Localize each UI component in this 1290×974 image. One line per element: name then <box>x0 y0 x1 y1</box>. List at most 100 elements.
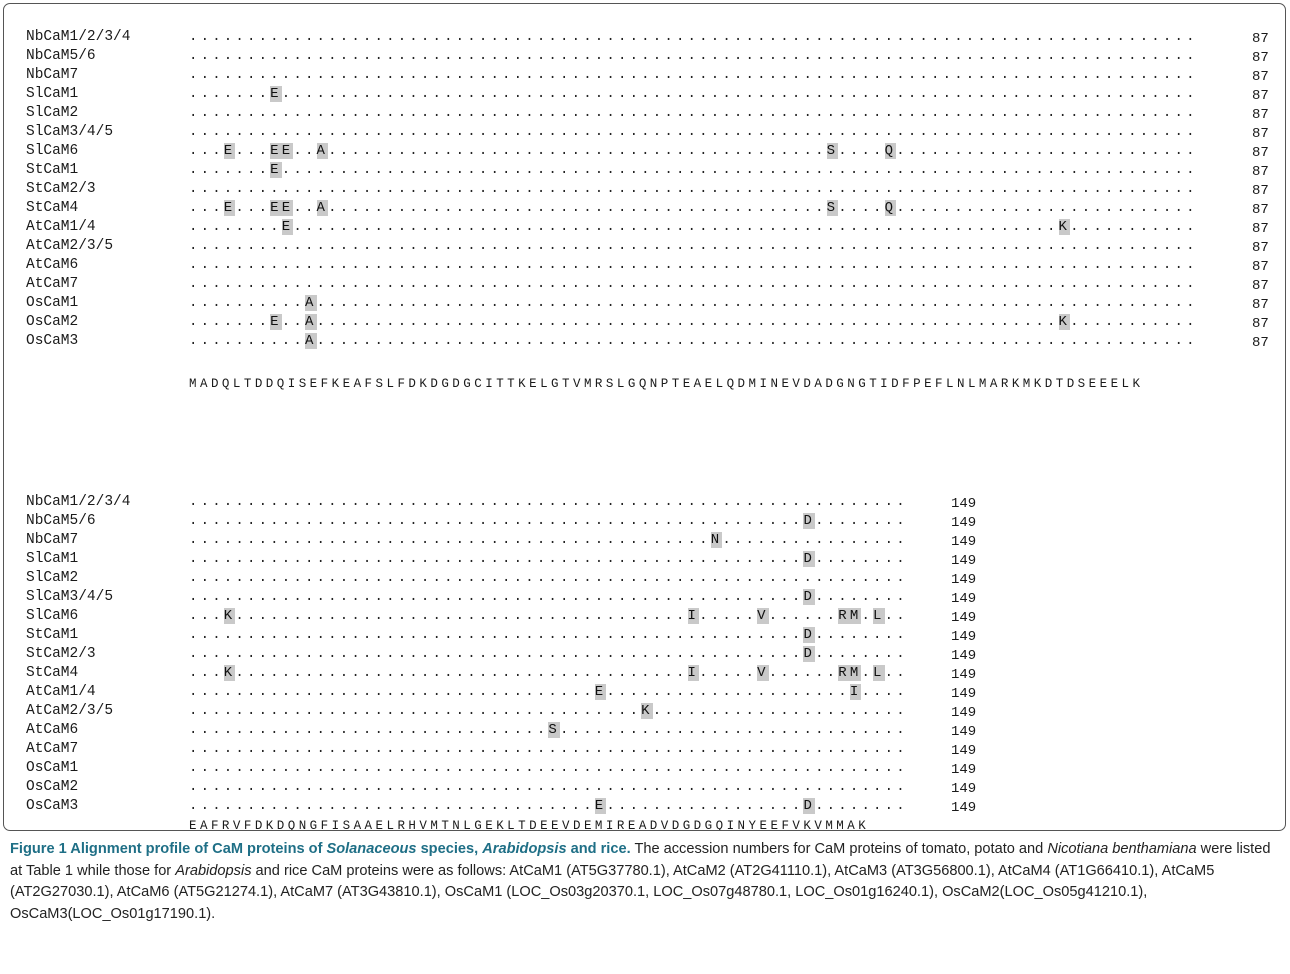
sequence-name: SlCaM3/4/5 <box>26 124 114 140</box>
sequence-name: OsCaM2 <box>26 314 79 330</box>
sequence-name: StCaM1 <box>26 162 79 178</box>
sequence-name: SlCaM2 <box>26 105 79 121</box>
sequence-name: SlCaM6 <box>26 608 79 624</box>
caption-title-text: Alignment profile of CaM proteins of Sol… <box>70 841 630 857</box>
residue-count: 87 <box>1252 69 1269 85</box>
sequence-residues: ........................................… <box>189 513 908 529</box>
residue-substitution: A <box>316 200 329 216</box>
sequence-name: AtCaM7 <box>26 741 79 757</box>
residue-count: 149 <box>951 553 977 569</box>
caption-body: The accession numbers for CaM proteins o… <box>10 841 1270 922</box>
caption-text-part: and rice. <box>566 841 631 857</box>
sequence-residues: ........E...............................… <box>189 219 1198 235</box>
sequence-name: SlCaM2 <box>26 570 79 586</box>
sequence-residues: ........................................… <box>189 105 1198 121</box>
sequence-residues: ........................................… <box>189 589 908 605</box>
residue-count: 149 <box>951 648 977 664</box>
residue-count: 87 <box>1252 240 1269 256</box>
caption-title: Figure 1 Alignment profile of CaM protei… <box>10 841 631 857</box>
sequence-residues: ...E...EE..A............................… <box>189 143 1198 159</box>
residue-count: 87 <box>1252 50 1269 66</box>
sequence-name: AtCaM6 <box>26 257 79 273</box>
residue-substitution: E <box>594 684 607 700</box>
residue-substitution: I <box>687 608 700 624</box>
sequence-residues: ........................................… <box>189 494 908 510</box>
sequence-name: StCaM2/3 <box>26 181 96 197</box>
sequence-name: OsCaM2 <box>26 779 79 795</box>
sequence-residues: ........................................… <box>189 124 1198 140</box>
sequence-residues: ........................................… <box>189 551 908 567</box>
residue-count: 87 <box>1252 107 1269 123</box>
residue-substitution: E <box>281 200 294 216</box>
residue-count: 87 <box>1252 316 1269 332</box>
sequence-name: NbCaM7 <box>26 532 79 548</box>
residue-substitution: S <box>826 200 839 216</box>
sequence-residues: ...................................E....… <box>189 684 908 700</box>
consensus-sequence: MADQLTDDQISEFKEAFSLFDKDGDGCITTKELGTVMRSL… <box>189 377 1144 391</box>
sequence-residues: ........................................… <box>189 276 1198 292</box>
sequence-name: AtCaM7 <box>26 276 79 292</box>
residue-substitution: D <box>803 646 816 662</box>
residue-substitution: I <box>849 684 862 700</box>
sequence-residues: ...............................S........… <box>189 722 908 738</box>
residue-count: 149 <box>951 534 977 550</box>
sequence-name: StCaM4 <box>26 665 79 681</box>
residue-substitution: S <box>826 143 839 159</box>
residue-substitution: M <box>849 665 862 681</box>
residue-count: 149 <box>951 610 977 626</box>
residue-count: 87 <box>1252 202 1269 218</box>
residue-substitution: R <box>838 665 850 681</box>
sequence-residues: .......E................................… <box>189 162 1198 178</box>
residue-count: 87 <box>1252 183 1269 199</box>
sequence-residues: ...E...EE..A............................… <box>189 200 1198 216</box>
sequence-name: OsCaM3 <box>26 798 79 814</box>
residue-substitution: E <box>270 86 282 102</box>
sequence-residues: ........................................… <box>189 779 908 795</box>
residue-count: 87 <box>1252 145 1269 161</box>
caption-text-part: Arabidopsis <box>175 862 252 879</box>
residue-substitution: E <box>270 200 282 216</box>
sequence-name: NbCaM5/6 <box>26 48 96 64</box>
residue-count: 149 <box>951 629 977 645</box>
residue-count: 87 <box>1252 31 1269 47</box>
residue-substitution: K <box>641 703 653 719</box>
caption-text-part: were listed at Table 1 while those for <box>10 841 1271 879</box>
residue-substitution: Q <box>884 200 897 216</box>
residue-count: 87 <box>1252 126 1269 142</box>
residue-substitution: D <box>803 589 816 605</box>
sequence-residues: .......................................K… <box>189 703 908 719</box>
sequence-name: AtCaM2/3/5 <box>26 703 114 719</box>
caption-text-part: species, <box>416 841 483 857</box>
residue-substitution: S <box>548 722 560 738</box>
sequence-name: SlCaM1 <box>26 551 79 567</box>
residue-substitution: M <box>849 608 862 624</box>
consensus-sequence: EAFRVFDKDQNGFISAAELRHVMTNLGEKLTDEEVDEMIR… <box>189 819 870 831</box>
sequence-name: SlCaM3/4/5 <box>26 589 114 605</box>
residue-count: 149 <box>951 724 977 740</box>
residue-count: 149 <box>951 743 977 759</box>
sequence-name: StCaM2/3 <box>26 646 96 662</box>
figure-caption: Figure 1 Alignment profile of CaM protei… <box>10 839 1282 925</box>
residue-count: 149 <box>951 667 977 683</box>
sequence-name: AtCaM1/4 <box>26 684 96 700</box>
sequence-residues: ..........A.............................… <box>189 295 1198 311</box>
residue-substitution: Q <box>884 143 897 159</box>
residue-count: 87 <box>1252 278 1269 294</box>
residue-count: 149 <box>951 496 977 512</box>
sequence-residues: ...K....................................… <box>189 665 908 681</box>
sequence-residues: ........................................… <box>189 48 1198 64</box>
residue-count: 149 <box>951 800 977 816</box>
residue-substitution: E <box>594 798 607 814</box>
residue-substitution: N <box>710 532 723 548</box>
caption-text-part: and rice CaM proteins were as follows: A… <box>10 862 1215 922</box>
sequence-name: NbCaM1/2/3/4 <box>26 494 131 510</box>
residue-substitution: V <box>757 665 769 681</box>
sequence-name: OsCaM1 <box>26 295 79 311</box>
sequence-name: StCaM4 <box>26 200 79 216</box>
sequence-residues: ........................................… <box>189 238 1198 254</box>
residue-substitution: E <box>281 219 294 235</box>
caption-text-part: Alignment profile of CaM proteins of <box>70 841 327 857</box>
sequence-residues: ........................................… <box>189 646 908 662</box>
residue-count: 149 <box>951 705 977 721</box>
sequence-residues: ...................................E....… <box>189 798 908 814</box>
